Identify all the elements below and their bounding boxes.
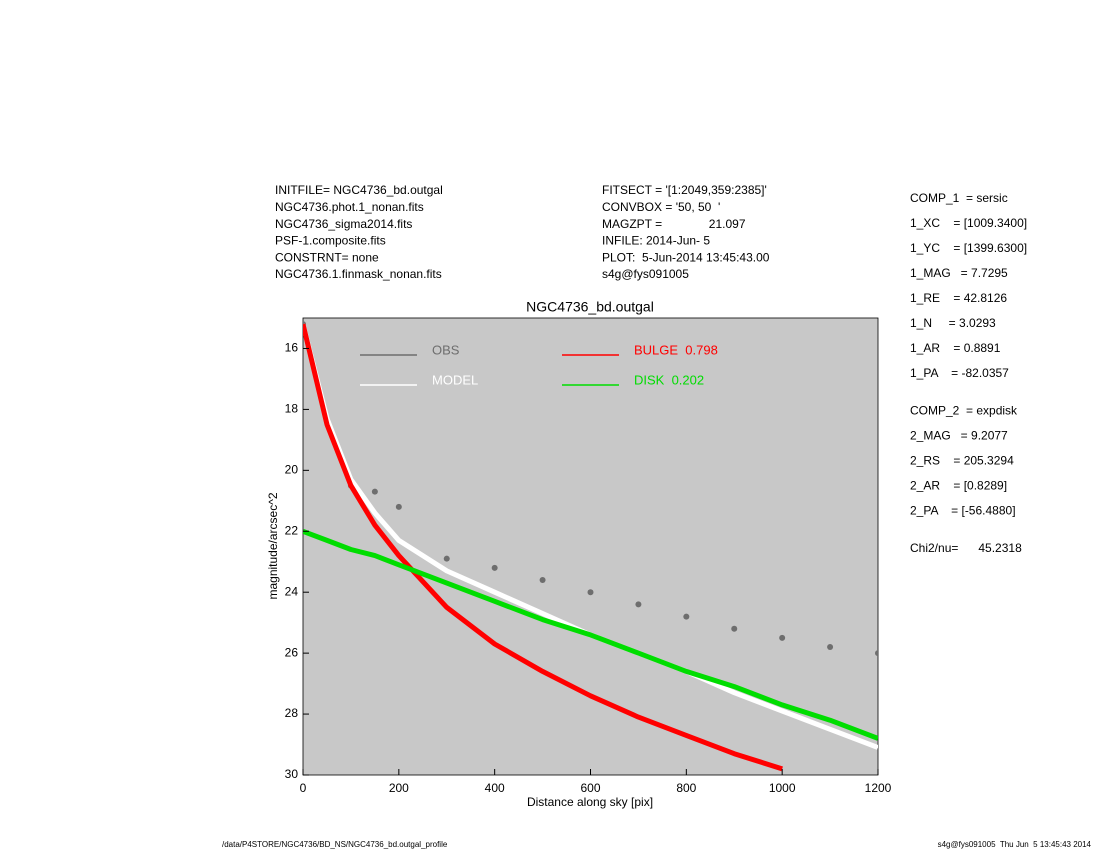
x-tick-label: 400 xyxy=(485,781,505,795)
x-tick-label: 1200 xyxy=(865,781,892,795)
header-line: FITSECT = '[1:2049,359:2385]' xyxy=(602,183,767,197)
series-line xyxy=(303,323,783,772)
y-tick-label: 30 xyxy=(285,767,299,781)
obs-point xyxy=(827,644,834,651)
plot-content xyxy=(303,321,878,772)
y-tick-label: 20 xyxy=(285,463,299,477)
series-line xyxy=(303,528,878,741)
header-line: CONVBOX = '50, 50 ' xyxy=(602,200,720,214)
parameter-line: Chi2/nu= 45.2318 xyxy=(910,541,1022,555)
y-tick-label: 22 xyxy=(285,523,299,537)
parameter-line: COMP_2 = expdisk xyxy=(910,404,1018,418)
parameter-line: 2_RS = 205.3294 xyxy=(910,454,1014,468)
obs-point xyxy=(395,503,402,510)
x-axis-label: Distance along sky [pix] xyxy=(527,795,653,809)
parameter-line: 1_MAG = 7.7295 xyxy=(910,266,1008,280)
x-tick-label: 600 xyxy=(580,781,600,795)
parameter-line: COMP_1 = sersic xyxy=(910,191,1008,205)
header-line: NGC4736_sigma2014.fits xyxy=(275,217,412,231)
chart-title: NGC4736_bd.outgal xyxy=(526,299,654,315)
header-line: PSF-1.composite.fits xyxy=(275,234,386,248)
obs-point xyxy=(635,601,642,608)
y-axis-label: magnitude/arcsec^2 xyxy=(266,492,280,599)
header-line: s4g@fys091005 xyxy=(602,267,689,281)
obs-point xyxy=(779,634,786,641)
legend-label: MODEL xyxy=(432,372,478,387)
header-line: PLOT: 5-Jun-2014 13:45:43.00 xyxy=(602,250,770,264)
plot-area xyxy=(302,317,879,776)
series-line xyxy=(303,323,878,750)
obs-point xyxy=(539,577,546,584)
header-line: MAGZPT = 21.097 xyxy=(602,217,746,231)
obs-point xyxy=(587,589,594,596)
header-line: NGC4736.1.finmask_nonan.fits xyxy=(275,267,442,281)
obs-point xyxy=(491,564,498,571)
y-tick-label: 24 xyxy=(285,584,299,598)
y-tick-label: 28 xyxy=(285,706,299,720)
x-tick-label: 1000 xyxy=(769,781,796,795)
parameter-line: 1_PA = -82.0357 xyxy=(910,366,1009,380)
header-line: CONSTRNT= none xyxy=(275,250,379,264)
parameter-line: 2_MAG = 9.2077 xyxy=(910,429,1008,443)
header-line: INITFILE= NGC4736_bd.outgal xyxy=(275,183,443,197)
footer-right: s4g@fys091005 Thu Jun 5 13:45:43 2014 xyxy=(938,840,1092,849)
legend-label: BULGE 0.798 xyxy=(634,342,718,357)
parameter-line: 1_AR = 0.8891 xyxy=(910,341,1001,355)
y-tick-label: 26 xyxy=(285,645,299,659)
x-tick-label: 200 xyxy=(389,781,409,795)
x-tick-label: 800 xyxy=(676,781,696,795)
obs-point xyxy=(443,555,450,562)
parameter-line: 1_XC = [1009.3400] xyxy=(910,216,1027,230)
y-tick-label: 18 xyxy=(285,402,299,416)
obs-point xyxy=(683,613,690,620)
parameter-line: 2_AR = [0.8289] xyxy=(910,479,1007,493)
obs-point xyxy=(875,650,878,657)
obs-point xyxy=(371,488,378,495)
legend-label: OBS xyxy=(432,342,460,357)
parameter-line: 1_N = 3.0293 xyxy=(910,316,996,330)
obs-point xyxy=(731,625,738,632)
x-tick-label: 0 xyxy=(300,781,307,795)
parameter-line: 2_PA = [-56.4880] xyxy=(910,504,1016,518)
footer-left: /data/P4STORE/NGC4736/BD_NS/NGC4736_bd.o… xyxy=(222,840,448,849)
parameter-line: 1_RE = 42.8126 xyxy=(910,291,1007,305)
header-line: NGC4736.phot.1_nonan.fits xyxy=(275,200,424,214)
y-tick-label: 16 xyxy=(285,341,299,355)
header-line: INFILE: 2014-Jun- 5 xyxy=(602,234,710,248)
parameter-line: 1_YC = [1399.6300] xyxy=(910,241,1027,255)
legend-label: DISK 0.202 xyxy=(634,372,704,387)
